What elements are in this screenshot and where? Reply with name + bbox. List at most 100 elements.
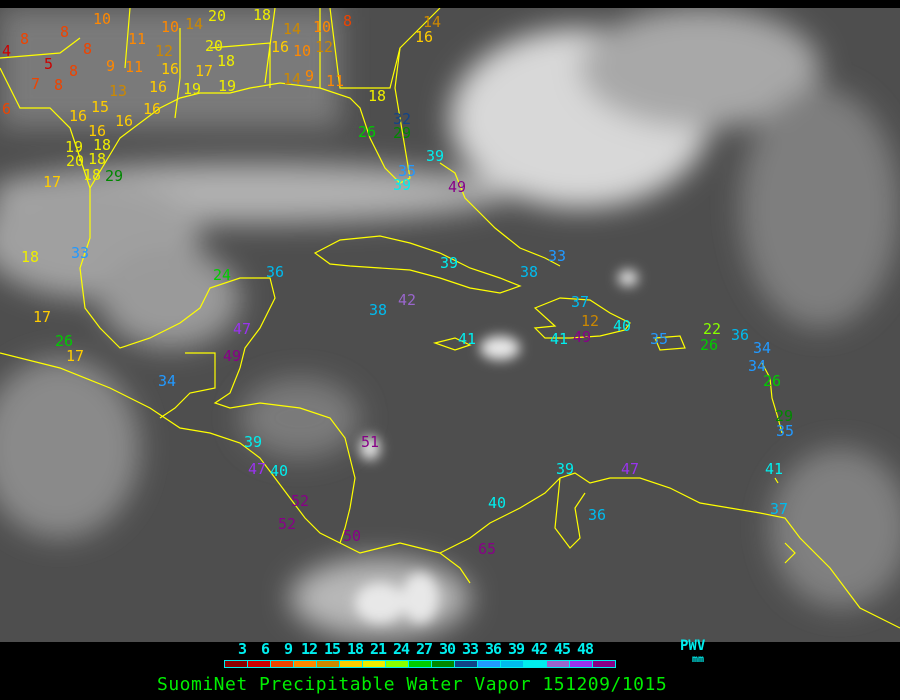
station-pwv-value: 29 <box>393 124 411 142</box>
unit: mm <box>692 654 705 665</box>
legend-tick-label: 45 <box>554 640 571 658</box>
legend-tick-label: 15 <box>324 640 341 658</box>
station-pwv-value: 16 <box>415 28 433 46</box>
station-pwv-value: 17 <box>33 308 51 326</box>
station-pwv-value: 39 <box>244 433 262 451</box>
color-swatch <box>501 661 524 667</box>
lesser-antilles <box>761 362 796 564</box>
station-pwv-value: 14 <box>283 20 301 38</box>
station-pwv-value: 16 <box>149 78 167 96</box>
station-pwv-value: 16 <box>271 38 289 56</box>
color-swatch <box>432 661 455 667</box>
station-pwv-value: 41 <box>550 330 568 348</box>
station-pwv-value: 65 <box>478 540 496 558</box>
station-pwv-value: 8 <box>60 23 69 41</box>
station-pwv-value: 33 <box>71 244 89 262</box>
station-pwv-value: 51 <box>361 433 379 451</box>
legend-tick-label: 24 <box>393 640 410 658</box>
station-pwv-value: 22 <box>703 320 721 338</box>
station-pwv-value: 18 <box>93 136 111 154</box>
station-pwv-value: 8 <box>54 76 63 94</box>
station-pwv-value: 17 <box>43 173 61 191</box>
station-pwv-value: 42 <box>398 291 416 309</box>
station-pwv-value: 34 <box>748 357 766 375</box>
station-pwv-value: 9 <box>305 67 314 85</box>
unit-label: PWV <box>680 638 706 654</box>
color-swatch <box>478 661 501 667</box>
station-pwv-value: 37 <box>770 500 788 518</box>
station-pwv-value: 20 <box>208 8 226 25</box>
color-swatch <box>363 661 386 667</box>
station-pwv-value: 20 <box>205 37 223 55</box>
station-pwv-value: 38 <box>520 263 538 281</box>
station-pwv-value: 49 <box>573 328 591 346</box>
legend-tick-label: 12 <box>301 640 318 658</box>
station-pwv-value: 35 <box>398 162 416 180</box>
legend-tick-label: 3 <box>238 640 247 658</box>
station-pwv-value: 29 <box>105 167 123 185</box>
jamaica <box>432 337 472 351</box>
color-swatch <box>409 661 432 667</box>
legend-panel <box>0 642 900 700</box>
color-swatch <box>455 661 478 667</box>
legend-tick-label: 21 <box>370 640 387 658</box>
station-pwv-value: 11 <box>326 72 344 90</box>
station-pwv-value: 18 <box>253 8 271 24</box>
station-pwv-value: 19 <box>183 80 201 98</box>
guatemala-border <box>159 352 216 419</box>
color-swatch <box>225 661 248 667</box>
station-pwv-value: 26 <box>700 336 718 354</box>
color-swatch <box>547 661 570 667</box>
yucatan-coast <box>213 367 356 544</box>
station-pwv-value: 10 <box>313 18 331 36</box>
station-pwv-value: 39 <box>440 254 458 272</box>
color-swatch <box>271 661 294 667</box>
station-pwv-value: 52 <box>278 515 296 533</box>
station-pwv-value: 14 <box>185 15 203 33</box>
station-pwv-value: 16 <box>88 122 106 140</box>
color-scale-bar <box>224 660 616 668</box>
station-pwv-value: 15 <box>91 98 109 116</box>
legend-tick-label: 27 <box>416 640 433 658</box>
station-pwv-value: 16 <box>115 112 133 130</box>
station-pwv-value: 50 <box>343 527 361 545</box>
puerto-rico <box>654 335 686 351</box>
station-pwv-value: 40 <box>488 494 506 512</box>
station-pwv-value: 40 <box>270 462 288 480</box>
state-borders <box>0 8 401 119</box>
color-swatch <box>593 661 615 667</box>
hispaniola <box>533 297 631 339</box>
station-pwv-value: 17 <box>66 347 84 365</box>
station-pwv-value: 11 <box>125 58 143 76</box>
station-pwv-value: 41 <box>458 330 476 348</box>
station-pwv-value: 5 <box>44 55 53 73</box>
station-pwv-value: 8 <box>83 40 92 58</box>
station-pwv-value: 8 <box>20 30 29 48</box>
station-pwv-value: 19 <box>65 138 83 156</box>
legend-tick-label: 36 <box>485 640 502 658</box>
station-pwv-value: 24 <box>213 266 231 284</box>
station-pwv-value: 4 <box>2 42 11 60</box>
station-pwv-value: 26 <box>55 332 73 350</box>
station-pwv-value: 14 <box>423 13 441 31</box>
station-pwv-value: 36 <box>266 263 284 281</box>
legend-tick-label: 30 <box>439 640 456 658</box>
legend-tick-label: 18 <box>347 640 364 658</box>
station-pwv-value: 36 <box>731 326 749 344</box>
station-pwv-value: 6 <box>2 100 11 118</box>
station-pwv-value: 34 <box>158 372 176 390</box>
station-pwv-value: 52 <box>291 492 309 510</box>
station-pwv-value: 40 <box>613 317 631 335</box>
station-pwv-value: 37 <box>571 293 589 311</box>
color-swatch <box>317 661 340 667</box>
station-pwv-value: 17 <box>195 62 213 80</box>
station-pwv-value: 18 <box>88 150 106 168</box>
station-pwv-value: 12 <box>155 42 173 60</box>
station-pwv-value: 39 <box>426 147 444 165</box>
legend-tick-label: 42 <box>531 640 548 658</box>
station-pwv-value: 38 <box>369 301 387 319</box>
station-pwv-value: 34 <box>753 339 771 357</box>
color-swatch <box>570 661 593 667</box>
